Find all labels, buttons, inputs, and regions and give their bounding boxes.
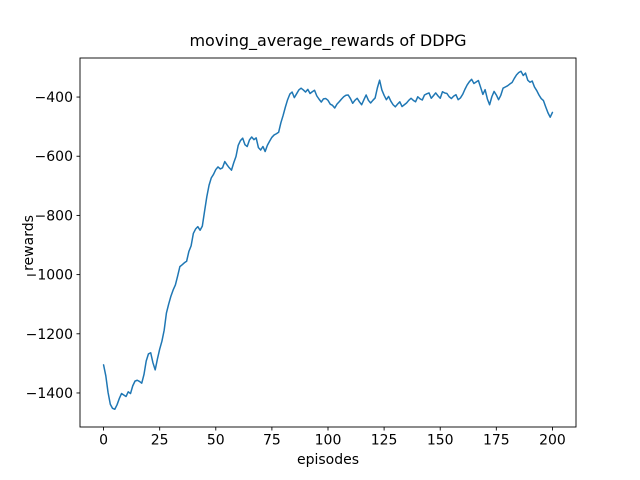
x-tick-label: 0 — [99, 433, 108, 449]
x-tick-label: 175 — [483, 433, 510, 449]
y-tick-label: −1000 — [26, 268, 73, 284]
x-tick-label: 125 — [371, 433, 398, 449]
y-tick-label: −1200 — [26, 327, 73, 343]
plot-border — [79, 57, 577, 428]
x-tick-label: 25 — [151, 433, 169, 449]
chart-title: moving_average_rewards of DDPG — [189, 31, 467, 50]
y-tick-label: −400 — [35, 90, 73, 106]
x-axis-label: episodes — [296, 452, 360, 468]
x-tick-label: 100 — [315, 433, 342, 449]
y-tick-label: −1400 — [26, 386, 73, 402]
y-tick-label: −600 — [35, 149, 73, 165]
y-tick-label: −800 — [35, 208, 73, 224]
x-tick-label: 150 — [427, 433, 454, 449]
x-tick-label: 200 — [539, 433, 566, 449]
x-tick-label: 50 — [207, 433, 225, 449]
reward-line-series — [102, 70, 554, 410]
x-tick-label: 75 — [263, 433, 281, 449]
